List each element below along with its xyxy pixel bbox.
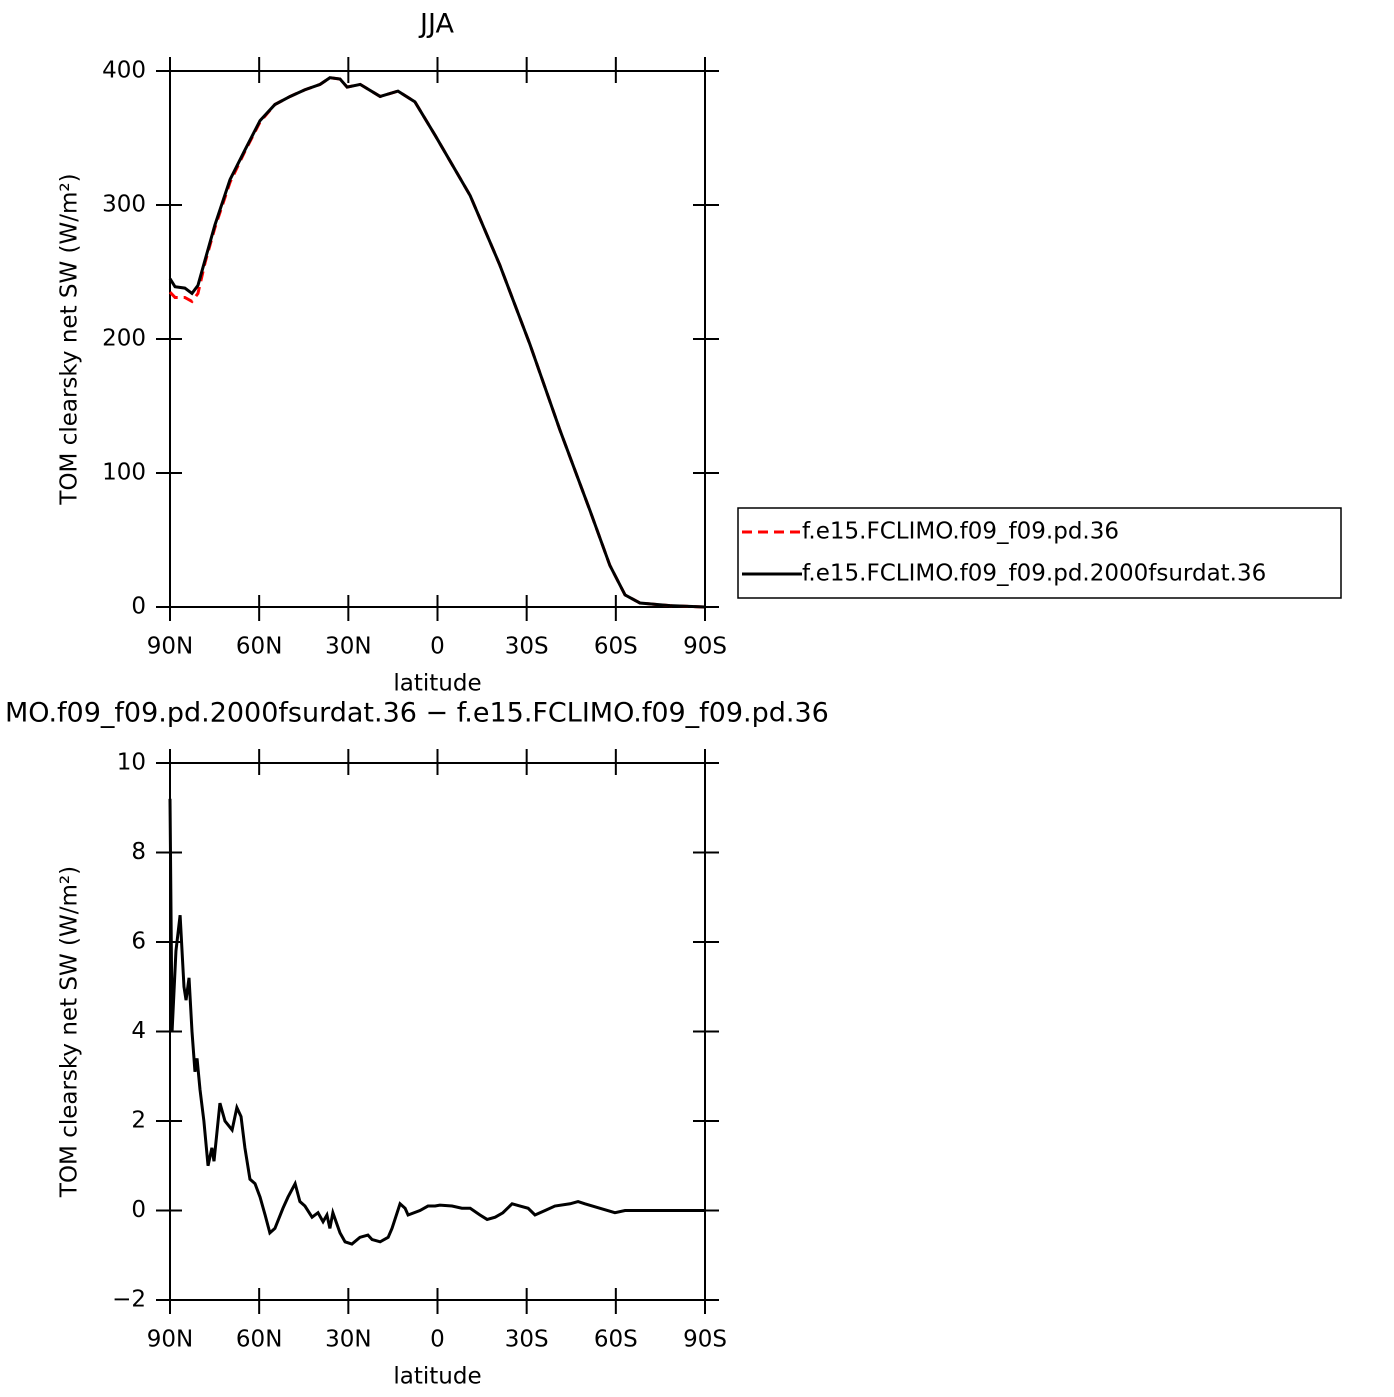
chart-title: JJA [418, 9, 454, 40]
y-tick-label: 10 [117, 750, 146, 776]
y-tick-label: −2 [112, 1287, 146, 1313]
plot-frame [169, 762, 706, 1301]
data-line [168, 76, 706, 609]
x-tick-label: 30N [325, 634, 371, 660]
plot-frame [169, 70, 706, 608]
y-tick-label: 8 [131, 839, 146, 865]
x-tick-label: 60N [236, 634, 282, 660]
x-tick-label: 90N [147, 634, 193, 660]
y-tick-label: 300 [102, 192, 146, 218]
y-tick-label: 4 [131, 1018, 146, 1044]
y-axis-label: TOM clearsky net SW (W/m²) [57, 173, 83, 505]
x-tick-label: 0 [430, 1327, 445, 1353]
legend-label: f.e15.FCLIMO.f09_f09.pd.2000fsurdat.36 [802, 561, 1266, 587]
y-axis-label: TOM clearsky net SW (W/m²) [57, 866, 83, 1198]
x-axis-label: latitude [393, 1364, 481, 1390]
x-tick-label: 60N [236, 1327, 282, 1353]
x-tick-label: 60S [594, 634, 638, 660]
y-tick-label: 100 [102, 460, 146, 486]
y-tick-label: 0 [131, 594, 146, 620]
x-tick-label: 30N [325, 1327, 371, 1353]
x-tick-label: 90S [683, 1327, 727, 1353]
y-tick-label: 200 [102, 326, 146, 352]
x-tick-label: 0 [430, 634, 445, 660]
legend-box [737, 507, 1342, 599]
data-line [168, 76, 706, 609]
chart-title: MO.f09_f09.pd.2000fsurdat.36 − f.e15.FCL… [5, 698, 829, 729]
x-tick-label: 60S [594, 1327, 638, 1353]
x-tick-label: 30S [505, 1327, 549, 1353]
x-tick-label: 30S [505, 634, 549, 660]
y-tick-label: 2 [131, 1108, 146, 1134]
data-line [168, 798, 705, 1246]
y-tick-label: 6 [131, 929, 146, 955]
x-tick-label: 90N [147, 1327, 193, 1353]
y-tick-label: 400 [102, 58, 146, 84]
legend-label: f.e15.FCLIMO.f09_f09.pd.36 [802, 519, 1119, 545]
x-axis-label: latitude [393, 671, 481, 697]
y-tick-label: 0 [131, 1197, 146, 1223]
x-tick-label: 90S [683, 634, 727, 660]
